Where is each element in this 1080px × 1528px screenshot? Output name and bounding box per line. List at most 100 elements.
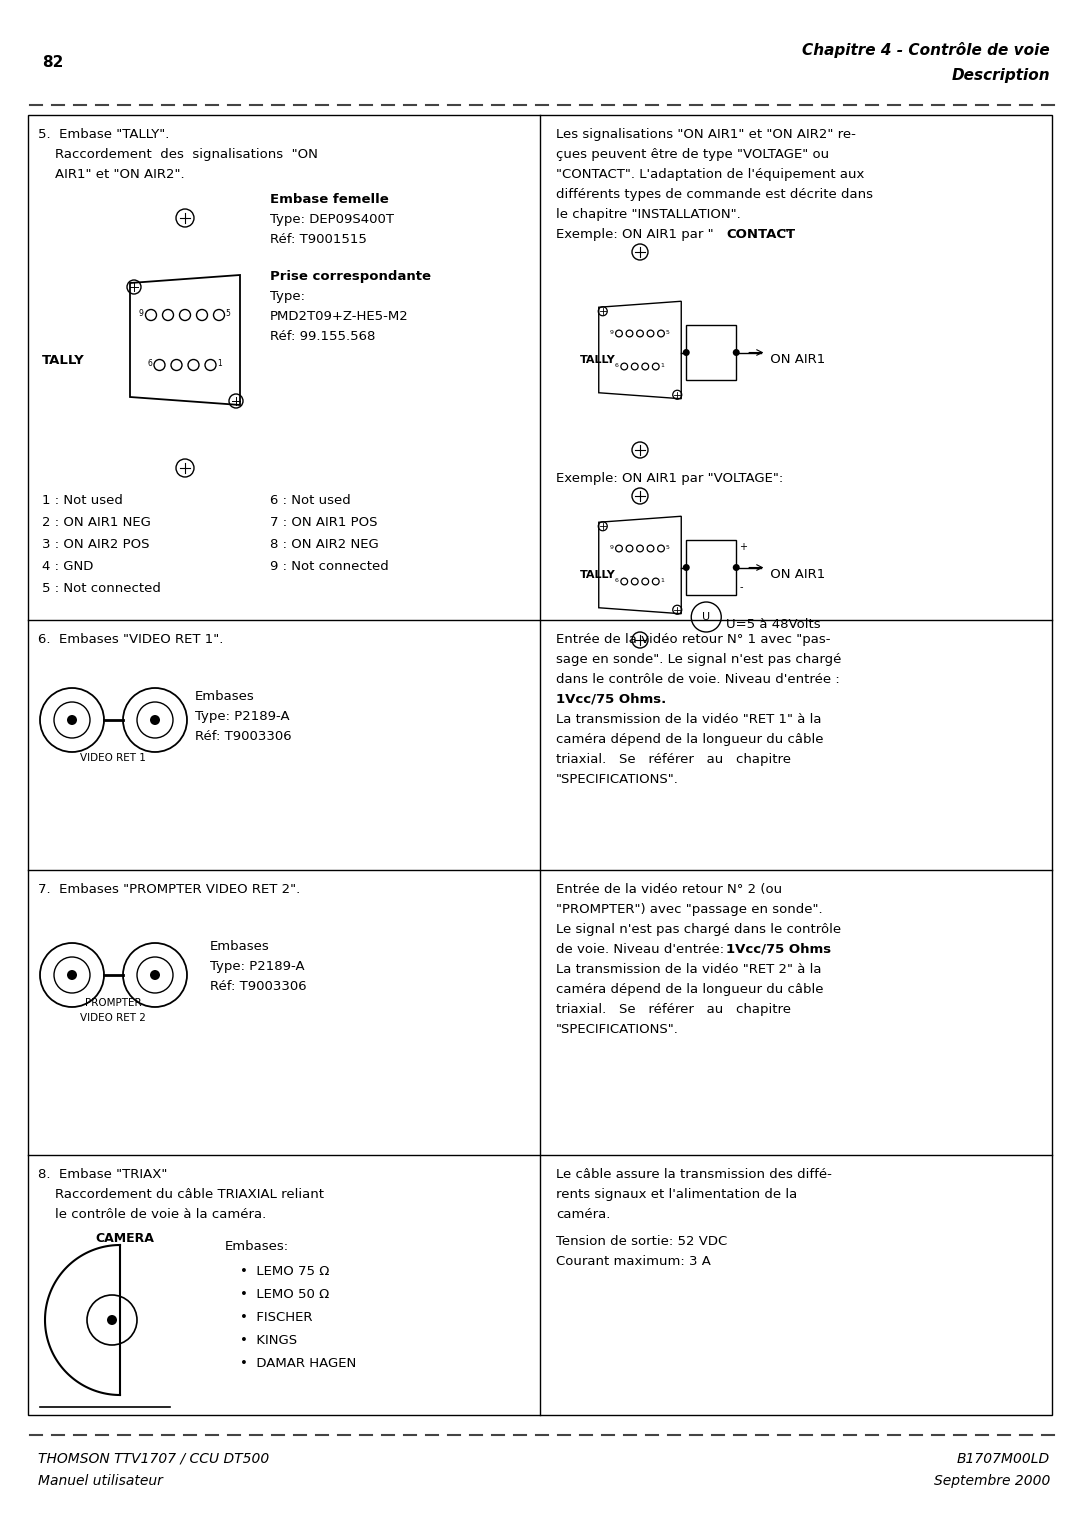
Text: "SPECIFICATIONS".: "SPECIFICATIONS".	[556, 1024, 679, 1036]
Text: Septembre 2000: Septembre 2000	[933, 1475, 1050, 1488]
Text: Réf: T9003306: Réf: T9003306	[210, 979, 307, 993]
Text: Chapitre 4 - Contrôle de voie: Chapitre 4 - Contrôle de voie	[802, 41, 1050, 58]
Text: sage en sonde". Le signal n'est pas chargé: sage en sonde". Le signal n'est pas char…	[556, 652, 841, 666]
Text: 6.  Embases "VIDEO RET 1".: 6. Embases "VIDEO RET 1".	[38, 633, 224, 646]
Text: Les signalisations "ON AIR1" et "ON AIR2" re-: Les signalisations "ON AIR1" et "ON AIR2…	[556, 128, 855, 141]
Text: PMD2T09+Z-HE5-M2: PMD2T09+Z-HE5-M2	[270, 310, 408, 322]
Circle shape	[67, 970, 77, 979]
Text: VIDEO RET 1: VIDEO RET 1	[80, 753, 146, 762]
Bar	[28, 115, 1052, 1415]
Text: Exemple: ON AIR1 par "VOLTAGE":: Exemple: ON AIR1 par "VOLTAGE":	[556, 472, 783, 484]
Text: Courant maximum: 3 A: Courant maximum: 3 A	[556, 1254, 711, 1268]
Text: +: +	[739, 542, 747, 552]
Text: Raccordement du câble TRIAXIAL reliant: Raccordement du câble TRIAXIAL reliant	[38, 1187, 324, 1201]
Text: •  FISCHER: • FISCHER	[240, 1311, 312, 1323]
Text: TALLY: TALLY	[580, 570, 616, 581]
Text: caméra dépend de la longueur du câble: caméra dépend de la longueur du câble	[556, 733, 824, 746]
Text: Le signal n'est pas chargé dans le contrôle: Le signal n'est pas chargé dans le contr…	[556, 923, 841, 937]
Text: ON AIR1: ON AIR1	[766, 353, 825, 367]
Text: 1Vcc/75 Ohms: 1Vcc/75 Ohms	[726, 943, 832, 957]
Text: "CONTACT". L'adaptation de l'équipement aux: "CONTACT". L'adaptation de l'équipement …	[556, 168, 864, 180]
Text: 1: 1	[660, 364, 664, 368]
Text: 3 : ON AIR2 POS: 3 : ON AIR2 POS	[42, 538, 149, 552]
Text: le contrôle de voie à la caméra.: le contrôle de voie à la caméra.	[38, 1209, 267, 1221]
Text: 9: 9	[138, 310, 144, 318]
Text: 5 : Not connected: 5 : Not connected	[42, 582, 161, 594]
Text: 6: 6	[615, 578, 619, 584]
Circle shape	[150, 970, 160, 979]
Text: 7 : ON AIR1 POS: 7 : ON AIR1 POS	[270, 516, 378, 529]
Text: Raccordement  des  signalisations  "ON: Raccordement des signalisations "ON	[38, 148, 318, 160]
Text: 1: 1	[217, 359, 221, 368]
Text: caméra.: caméra.	[556, 1209, 610, 1221]
Text: Embase femelle: Embase femelle	[270, 193, 389, 206]
Text: le chapitre "INSTALLATION".: le chapitre "INSTALLATION".	[556, 208, 741, 222]
Text: Exemple: ON AIR1 par ": Exemple: ON AIR1 par "	[556, 228, 714, 241]
Circle shape	[67, 715, 77, 724]
Text: caméra dépend de la longueur du câble: caméra dépend de la longueur du câble	[556, 983, 824, 996]
Text: U=5 à 48Volts: U=5 à 48Volts	[726, 617, 821, 631]
Text: La transmission de la vidéo "RET 1" à la: La transmission de la vidéo "RET 1" à la	[556, 714, 822, 726]
Text: 82: 82	[42, 55, 64, 70]
Text: Réf: T9003306: Réf: T9003306	[195, 730, 292, 743]
Text: Embases: Embases	[195, 691, 255, 703]
Text: Entrée de la vidéo retour N° 1 avec "pas-: Entrée de la vidéo retour N° 1 avec "pas…	[556, 633, 831, 646]
Text: Réf: 99.155.568: Réf: 99.155.568	[270, 330, 376, 342]
Text: B1707M00LD: B1707M00LD	[957, 1452, 1050, 1465]
Text: •  DAMAR HAGEN: • DAMAR HAGEN	[240, 1357, 356, 1371]
Text: 5.  Embase "TALLY".: 5. Embase "TALLY".	[38, 128, 170, 141]
Text: Prise correspondante: Prise correspondante	[270, 270, 431, 283]
Text: THOMSON TTV1707 / CCU DT500: THOMSON TTV1707 / CCU DT500	[38, 1452, 269, 1465]
Circle shape	[683, 348, 690, 356]
Text: TALLY: TALLY	[580, 354, 616, 365]
Text: TALLY: TALLY	[42, 353, 84, 367]
Text: 9 : Not connected: 9 : Not connected	[270, 559, 389, 573]
Text: "PROMPTER") avec "passage en sonde".: "PROMPTER") avec "passage en sonde".	[556, 903, 823, 915]
Text: 7.  Embases "PROMPTER VIDEO RET 2".: 7. Embases "PROMPTER VIDEO RET 2".	[38, 883, 300, 895]
Text: différents types de commande est décrite dans: différents types de commande est décrite…	[556, 188, 873, 202]
Text: La transmission de la vidéo "RET 2" à la: La transmission de la vidéo "RET 2" à la	[556, 963, 822, 976]
Text: de voie. Niveau d'entrée:: de voie. Niveau d'entrée:	[556, 943, 728, 957]
Text: •  LEMO 50 Ω: • LEMO 50 Ω	[240, 1288, 329, 1300]
Text: -: -	[739, 582, 743, 591]
Text: •  KINGS: • KINGS	[240, 1334, 297, 1348]
Text: CONTACT: CONTACT	[726, 228, 795, 241]
Text: 1Vcc/75 Ohms.: 1Vcc/75 Ohms.	[556, 694, 666, 706]
Text: 9: 9	[609, 545, 613, 550]
Circle shape	[150, 715, 160, 724]
Text: Type: DEP09S400T: Type: DEP09S400T	[270, 212, 394, 226]
Text: Embases:: Embases:	[225, 1241, 289, 1253]
Text: 8.  Embase "TRIAX": 8. Embase "TRIAX"	[38, 1167, 167, 1181]
Text: 5: 5	[665, 545, 670, 550]
Text: 6: 6	[615, 364, 619, 368]
Text: 8 : ON AIR2 NEG: 8 : ON AIR2 NEG	[270, 538, 379, 552]
Circle shape	[732, 564, 740, 571]
Text: •  LEMO 75 Ω: • LEMO 75 Ω	[240, 1265, 329, 1277]
Text: 6: 6	[147, 359, 152, 368]
Text: Embases: Embases	[210, 940, 270, 953]
Text: rents signaux et l'alimentation de la: rents signaux et l'alimentation de la	[556, 1187, 797, 1201]
Text: ON AIR1: ON AIR1	[766, 568, 825, 581]
Text: 4 : GND: 4 : GND	[42, 559, 93, 573]
Text: Entrée de la vidéo retour N° 2 (ou: Entrée de la vidéo retour N° 2 (ou	[556, 883, 782, 895]
Text: 1: 1	[660, 578, 664, 584]
Text: triaxial.   Se   référer   au   chapitre: triaxial. Se référer au chapitre	[556, 1002, 791, 1016]
Text: 9: 9	[609, 330, 613, 335]
Circle shape	[732, 348, 740, 356]
Text: çues peuvent être de type "VOLTAGE" ou: çues peuvent être de type "VOLTAGE" ou	[556, 148, 829, 160]
Text: 5: 5	[665, 330, 670, 335]
Text: VIDEO RET 2: VIDEO RET 2	[80, 1013, 146, 1024]
Text: 2 : ON AIR1 NEG: 2 : ON AIR1 NEG	[42, 516, 151, 529]
Text: Le câble assure la transmission des diffé-: Le câble assure la transmission des diff…	[556, 1167, 832, 1181]
Text: "SPECIFICATIONS".: "SPECIFICATIONS".	[556, 773, 679, 785]
Circle shape	[107, 1316, 117, 1325]
Text: ":: ":	[783, 228, 794, 241]
Text: Type: P2189-A: Type: P2189-A	[195, 711, 289, 723]
Bar	[686, 325, 737, 380]
Text: Description: Description	[951, 69, 1050, 83]
Text: Tension de sortie: 52 VDC: Tension de sortie: 52 VDC	[556, 1235, 727, 1248]
Text: Réf: T9001515: Réf: T9001515	[270, 232, 367, 246]
Text: 1 : Not used: 1 : Not used	[42, 494, 123, 507]
Text: PROMPTER: PROMPTER	[84, 998, 141, 1008]
Text: Type:: Type:	[270, 290, 305, 303]
